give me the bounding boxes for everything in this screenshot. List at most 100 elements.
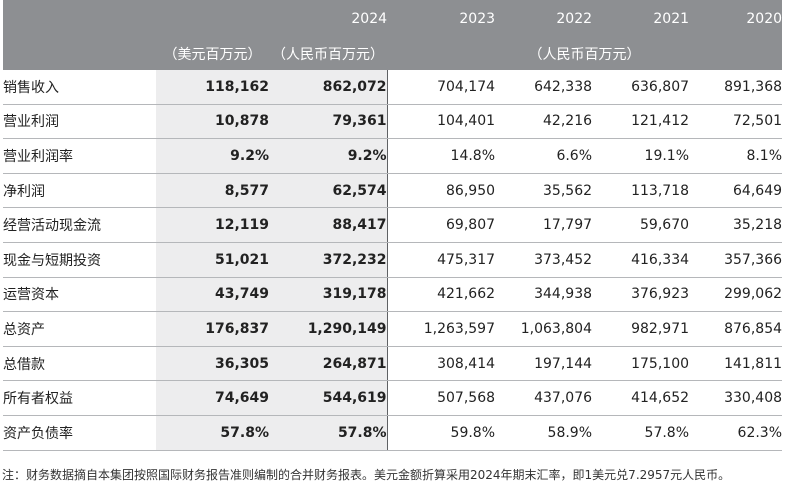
table-cell: 376,923 bbox=[592, 277, 690, 313]
row-label: 销售收入 bbox=[3, 70, 156, 105]
row-label: 资产负债率 bbox=[3, 415, 156, 451]
table-row: 资产负债率 57.8% 57.8% 59.8% 58.9% 57.8% 62.3% bbox=[3, 415, 783, 451]
table-cell: 69,807 bbox=[386, 207, 496, 243]
table-cell: 421,662 bbox=[386, 277, 496, 313]
table-cell: 264,871 bbox=[269, 346, 388, 382]
table-cell: 64,649 bbox=[689, 173, 783, 209]
unit-stub bbox=[3, 37, 156, 70]
table-cell: 88,417 bbox=[269, 207, 388, 243]
table-cell: 12,119 bbox=[156, 207, 269, 243]
table-row: 净利润 8,577 62,574 86,950 35,562 113,718 64,649 bbox=[3, 173, 783, 209]
table-cell: 299,062 bbox=[689, 277, 783, 313]
unit-header-row: （美元百万元） （人民币百万元） （人民币百万元） bbox=[3, 37, 783, 70]
row-label: 营业利润率 bbox=[3, 138, 156, 174]
table-cell: 118,162 bbox=[156, 70, 269, 105]
table-cell: 6.6% bbox=[495, 138, 593, 174]
table-cell: 86,950 bbox=[386, 173, 496, 209]
table-cell: 372,232 bbox=[269, 242, 388, 278]
table-cell: 544,619 bbox=[269, 380, 388, 416]
table-row: 营业利润率 9.2% 9.2% 14.8% 6.6% 19.1% 8.1% bbox=[3, 138, 783, 174]
table-row: 运营资本 43,749 319,178 421,662 344,938 376,923 29… bbox=[3, 277, 783, 313]
table-cell: 35,562 bbox=[495, 173, 593, 209]
table-cell: 197,144 bbox=[495, 346, 593, 382]
table-cell: 176,837 bbox=[156, 311, 269, 347]
table-cell: 8.1% bbox=[689, 138, 783, 174]
table-cell: 10,878 bbox=[156, 104, 269, 140]
table-cell: 308,414 bbox=[386, 346, 496, 382]
table-row: 总资产 176,837 1,290,149 1,263,597 1,063,804 982… bbox=[3, 311, 783, 347]
table-cell: 36,305 bbox=[156, 346, 269, 382]
row-label: 总资产 bbox=[3, 311, 156, 347]
table-row: 营业利润 10,878 79,361 104,401 42,216 121,412 72,5… bbox=[3, 104, 783, 140]
table-cell: 475,317 bbox=[386, 242, 496, 278]
table-body: 销售收入 118,162 862,072 704,174 642,338 636,807 8… bbox=[3, 70, 783, 451]
table-cell: 1,290,149 bbox=[269, 311, 388, 347]
table-cell: 74,649 bbox=[156, 380, 269, 416]
row-label: 经营活动现金流 bbox=[3, 207, 156, 243]
table-cell: 373,452 bbox=[495, 242, 593, 278]
table-cell: 121,412 bbox=[592, 104, 690, 140]
table-cell: 57.8% bbox=[156, 415, 269, 451]
table-cell: 344,938 bbox=[495, 277, 593, 313]
table-cell: 57.8% bbox=[269, 415, 388, 451]
table-cell: 57.8% bbox=[592, 415, 690, 451]
year-2024-header: 2024 bbox=[156, 0, 388, 37]
table-cell: 507,568 bbox=[386, 380, 496, 416]
header-stub bbox=[3, 0, 156, 37]
table-cell: 141,811 bbox=[689, 346, 783, 382]
table-row: 销售收入 118,162 862,072 704,174 642,338 636,807 8… bbox=[3, 70, 783, 105]
table-cell: 42,216 bbox=[495, 104, 593, 140]
row-label: 营业利润 bbox=[3, 104, 156, 140]
table-cell: 357,366 bbox=[689, 242, 783, 278]
row-label: 现金与短期投资 bbox=[3, 242, 156, 278]
table-cell: 17,797 bbox=[495, 207, 593, 243]
table-cell: 1,263,597 bbox=[386, 311, 496, 347]
table-cell: 51,021 bbox=[156, 242, 269, 278]
row-label: 运营资本 bbox=[3, 277, 156, 313]
table-cell: 59,670 bbox=[592, 207, 690, 243]
table-cell: 175,100 bbox=[592, 346, 690, 382]
unit-rmb-header: （人民币百万元） bbox=[269, 37, 388, 70]
table-row: 所有者权益 74,649 544,619 507,568 437,076 414,652 3… bbox=[3, 380, 783, 416]
table-cell: 1,063,804 bbox=[495, 311, 593, 347]
financial-table: 2024 2023 2022 2021 2020 （美元百万元） （人民币百万元… bbox=[3, 0, 783, 451]
table-cell: 891,368 bbox=[689, 70, 783, 105]
table-cell: 8,577 bbox=[156, 173, 269, 209]
table-cell: 9.2% bbox=[156, 138, 269, 174]
table-cell: 704,174 bbox=[386, 70, 496, 105]
table-cell: 416,334 bbox=[592, 242, 690, 278]
year-2021-header: 2021 bbox=[592, 0, 690, 37]
year-2023-header: 2023 bbox=[387, 0, 496, 37]
year-2022-header: 2022 bbox=[495, 0, 593, 37]
table-row: 现金与短期投资 51,021 372,232 475,317 373,452 416,33… bbox=[3, 242, 783, 278]
table-row: 经营活动现金流 12,119 88,417 69,807 17,797 59,670 35,… bbox=[3, 207, 783, 243]
table-row: 总借款 36,305 264,871 308,414 197,144 175,100 141… bbox=[3, 346, 783, 382]
table-cell: 876,854 bbox=[689, 311, 783, 347]
table-cell: 330,408 bbox=[689, 380, 783, 416]
row-label: 总借款 bbox=[3, 346, 156, 382]
table-cell: 319,178 bbox=[269, 277, 388, 313]
table-cell: 79,361 bbox=[269, 104, 388, 140]
table-cell: 19.1% bbox=[592, 138, 690, 174]
table-cell: 59.8% bbox=[386, 415, 496, 451]
table-cell: 862,072 bbox=[269, 70, 388, 105]
year-header-row: 2024 2023 2022 2021 2020 bbox=[3, 0, 783, 37]
footnote: 注：财务数据摘自本集团按照国际财务报告准则编制的合并财务报表。美元金额折算采用2… bbox=[2, 468, 731, 482]
year-2020-header: 2020 bbox=[689, 0, 783, 37]
row-label: 净利润 bbox=[3, 173, 156, 209]
table-cell: 437,076 bbox=[495, 380, 593, 416]
table-cell: 62,574 bbox=[269, 173, 388, 209]
unit-hist-header: （人民币百万元） bbox=[387, 37, 783, 70]
table-cell: 14.8% bbox=[386, 138, 496, 174]
table-cell: 43,749 bbox=[156, 277, 269, 313]
table-cell: 104,401 bbox=[386, 104, 496, 140]
table-cell: 414,652 bbox=[592, 380, 690, 416]
table-cell: 62.3% bbox=[689, 415, 783, 451]
table-cell: 982,971 bbox=[592, 311, 690, 347]
table-cell: 113,718 bbox=[592, 173, 690, 209]
table-cell: 72,501 bbox=[689, 104, 783, 140]
table-cell: 642,338 bbox=[495, 70, 593, 105]
table-cell: 58.9% bbox=[495, 415, 593, 451]
unit-usd-header: （美元百万元） bbox=[156, 37, 269, 70]
table-cell: 9.2% bbox=[269, 138, 388, 174]
